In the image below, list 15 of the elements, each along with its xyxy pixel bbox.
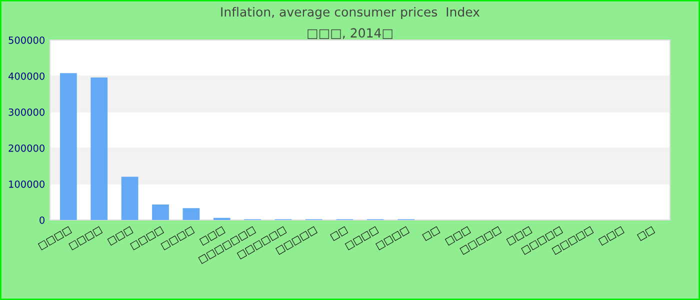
y-tick-label: 400000 xyxy=(8,72,44,80)
y-tick-label: 500000 xyxy=(8,36,44,44)
bar xyxy=(60,73,77,220)
x-tick-label: □□ xyxy=(422,226,440,242)
bar xyxy=(90,77,108,220)
y-tick-label: 0 xyxy=(40,216,44,224)
bar xyxy=(152,204,169,220)
bar xyxy=(182,208,200,220)
y-tick-label: 300000 xyxy=(8,108,44,116)
chart-title: Inflation, average consumer prices Index xyxy=(221,6,480,20)
y-tick-label: 100000 xyxy=(9,180,44,188)
bar xyxy=(121,176,138,220)
y-tick-label: 200000 xyxy=(8,144,44,152)
chart-subtitle: □□□, 2014□ xyxy=(308,28,392,39)
x-tick-label: □□ xyxy=(637,226,656,242)
